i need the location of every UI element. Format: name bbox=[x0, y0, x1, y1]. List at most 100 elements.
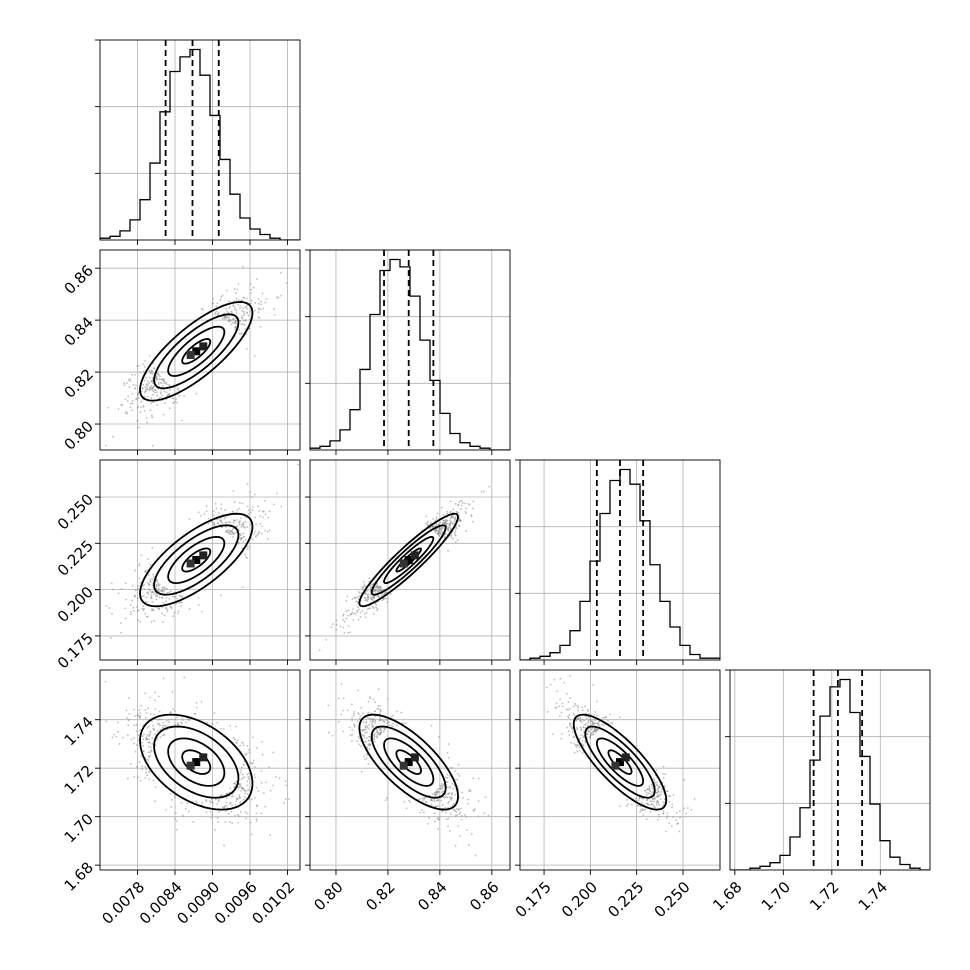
sample-point bbox=[237, 541, 240, 544]
sample-point bbox=[143, 607, 145, 610]
sample-point bbox=[278, 777, 281, 780]
sample-point bbox=[372, 613, 375, 615]
sample-point bbox=[467, 503, 470, 505]
sample-point bbox=[645, 818, 648, 821]
sample-point bbox=[162, 377, 164, 380]
sample-point bbox=[139, 581, 142, 584]
sample-point bbox=[619, 805, 621, 808]
sample-point bbox=[144, 390, 147, 393]
sample-point bbox=[163, 380, 166, 383]
sample-point bbox=[260, 812, 263, 815]
hist-panel-1 bbox=[305, 249, 511, 455]
sample-point bbox=[449, 521, 452, 524]
sample-point bbox=[381, 599, 384, 602]
sample-point bbox=[174, 817, 177, 820]
sample-point bbox=[126, 400, 129, 402]
sample-point bbox=[587, 720, 590, 722]
sample-point bbox=[359, 615, 362, 618]
sample-point bbox=[352, 618, 355, 621]
sample-point bbox=[216, 721, 219, 724]
sample-point bbox=[136, 589, 139, 592]
sample-point bbox=[582, 726, 585, 729]
joint-panel-1-2 bbox=[305, 459, 511, 665]
sample-point bbox=[363, 585, 366, 588]
sample-point bbox=[342, 613, 345, 616]
sample-point bbox=[152, 724, 154, 727]
density-peak-0 bbox=[616, 758, 624, 767]
sample-point bbox=[223, 517, 226, 520]
sample-point bbox=[195, 392, 198, 395]
sample-point bbox=[447, 825, 449, 828]
sample-point bbox=[245, 297, 248, 300]
density-core bbox=[186, 551, 208, 568]
sample-point bbox=[129, 611, 132, 613]
sample-point bbox=[155, 378, 158, 381]
sample-point bbox=[367, 595, 369, 597]
sample-point bbox=[250, 299, 253, 302]
sample-point bbox=[149, 372, 152, 374]
contour-0 bbox=[181, 547, 212, 573]
sample-point bbox=[212, 514, 215, 517]
sample-point bbox=[149, 733, 152, 735]
sample-point bbox=[647, 803, 649, 806]
density-core bbox=[611, 753, 630, 770]
sample-point bbox=[437, 799, 440, 802]
sample-point bbox=[447, 802, 450, 805]
sample-point bbox=[170, 806, 173, 808]
sample-point bbox=[145, 416, 148, 419]
sample-point bbox=[268, 510, 271, 513]
sample-point bbox=[130, 763, 132, 765]
sample-point bbox=[269, 834, 272, 836]
sample-point bbox=[586, 724, 589, 727]
sample-point bbox=[223, 844, 225, 847]
sample-point bbox=[435, 516, 438, 519]
sample-point bbox=[572, 705, 575, 708]
sample-point bbox=[137, 733, 140, 736]
sample-point bbox=[122, 382, 125, 385]
sample-point bbox=[131, 409, 133, 412]
sample-point bbox=[211, 722, 213, 725]
sample-point bbox=[378, 731, 380, 734]
sample-point bbox=[383, 727, 386, 730]
sample-point bbox=[133, 724, 136, 727]
sample-point bbox=[150, 594, 153, 596]
sample-point bbox=[357, 713, 360, 716]
sample-point bbox=[212, 802, 214, 805]
sample-point bbox=[465, 512, 467, 515]
sample-point bbox=[235, 725, 238, 728]
sample-point bbox=[231, 793, 234, 796]
sample-point bbox=[148, 388, 151, 391]
sample-point bbox=[404, 722, 407, 725]
sample-point bbox=[244, 753, 247, 756]
sample-point bbox=[148, 755, 150, 758]
sample-point bbox=[254, 309, 257, 312]
sample-point bbox=[666, 812, 669, 814]
sample-point bbox=[233, 288, 236, 290]
sample-point bbox=[242, 310, 245, 313]
sample-point bbox=[664, 773, 667, 776]
sample-point bbox=[226, 310, 228, 313]
sample-point bbox=[225, 530, 228, 533]
sample-point bbox=[203, 513, 206, 515]
sample-point bbox=[157, 607, 159, 610]
sample-point bbox=[131, 392, 134, 395]
sample-point bbox=[225, 801, 228, 804]
sample-point bbox=[373, 735, 376, 738]
sample-point bbox=[195, 706, 198, 709]
sample-point bbox=[125, 709, 128, 712]
sample-point bbox=[443, 519, 446, 522]
sample-point bbox=[375, 606, 378, 609]
sample-point bbox=[232, 510, 235, 513]
sample-point bbox=[670, 825, 673, 827]
sample-point bbox=[171, 595, 174, 598]
sample-point bbox=[187, 810, 190, 813]
sample-point bbox=[207, 517, 210, 520]
sample-point bbox=[151, 444, 154, 447]
sample-point bbox=[569, 722, 572, 725]
sample-point bbox=[366, 600, 369, 603]
sample-point bbox=[181, 601, 183, 604]
sample-point bbox=[133, 775, 136, 778]
contour-2 bbox=[370, 524, 447, 596]
sample-point bbox=[372, 595, 375, 598]
sample-point bbox=[163, 590, 166, 592]
